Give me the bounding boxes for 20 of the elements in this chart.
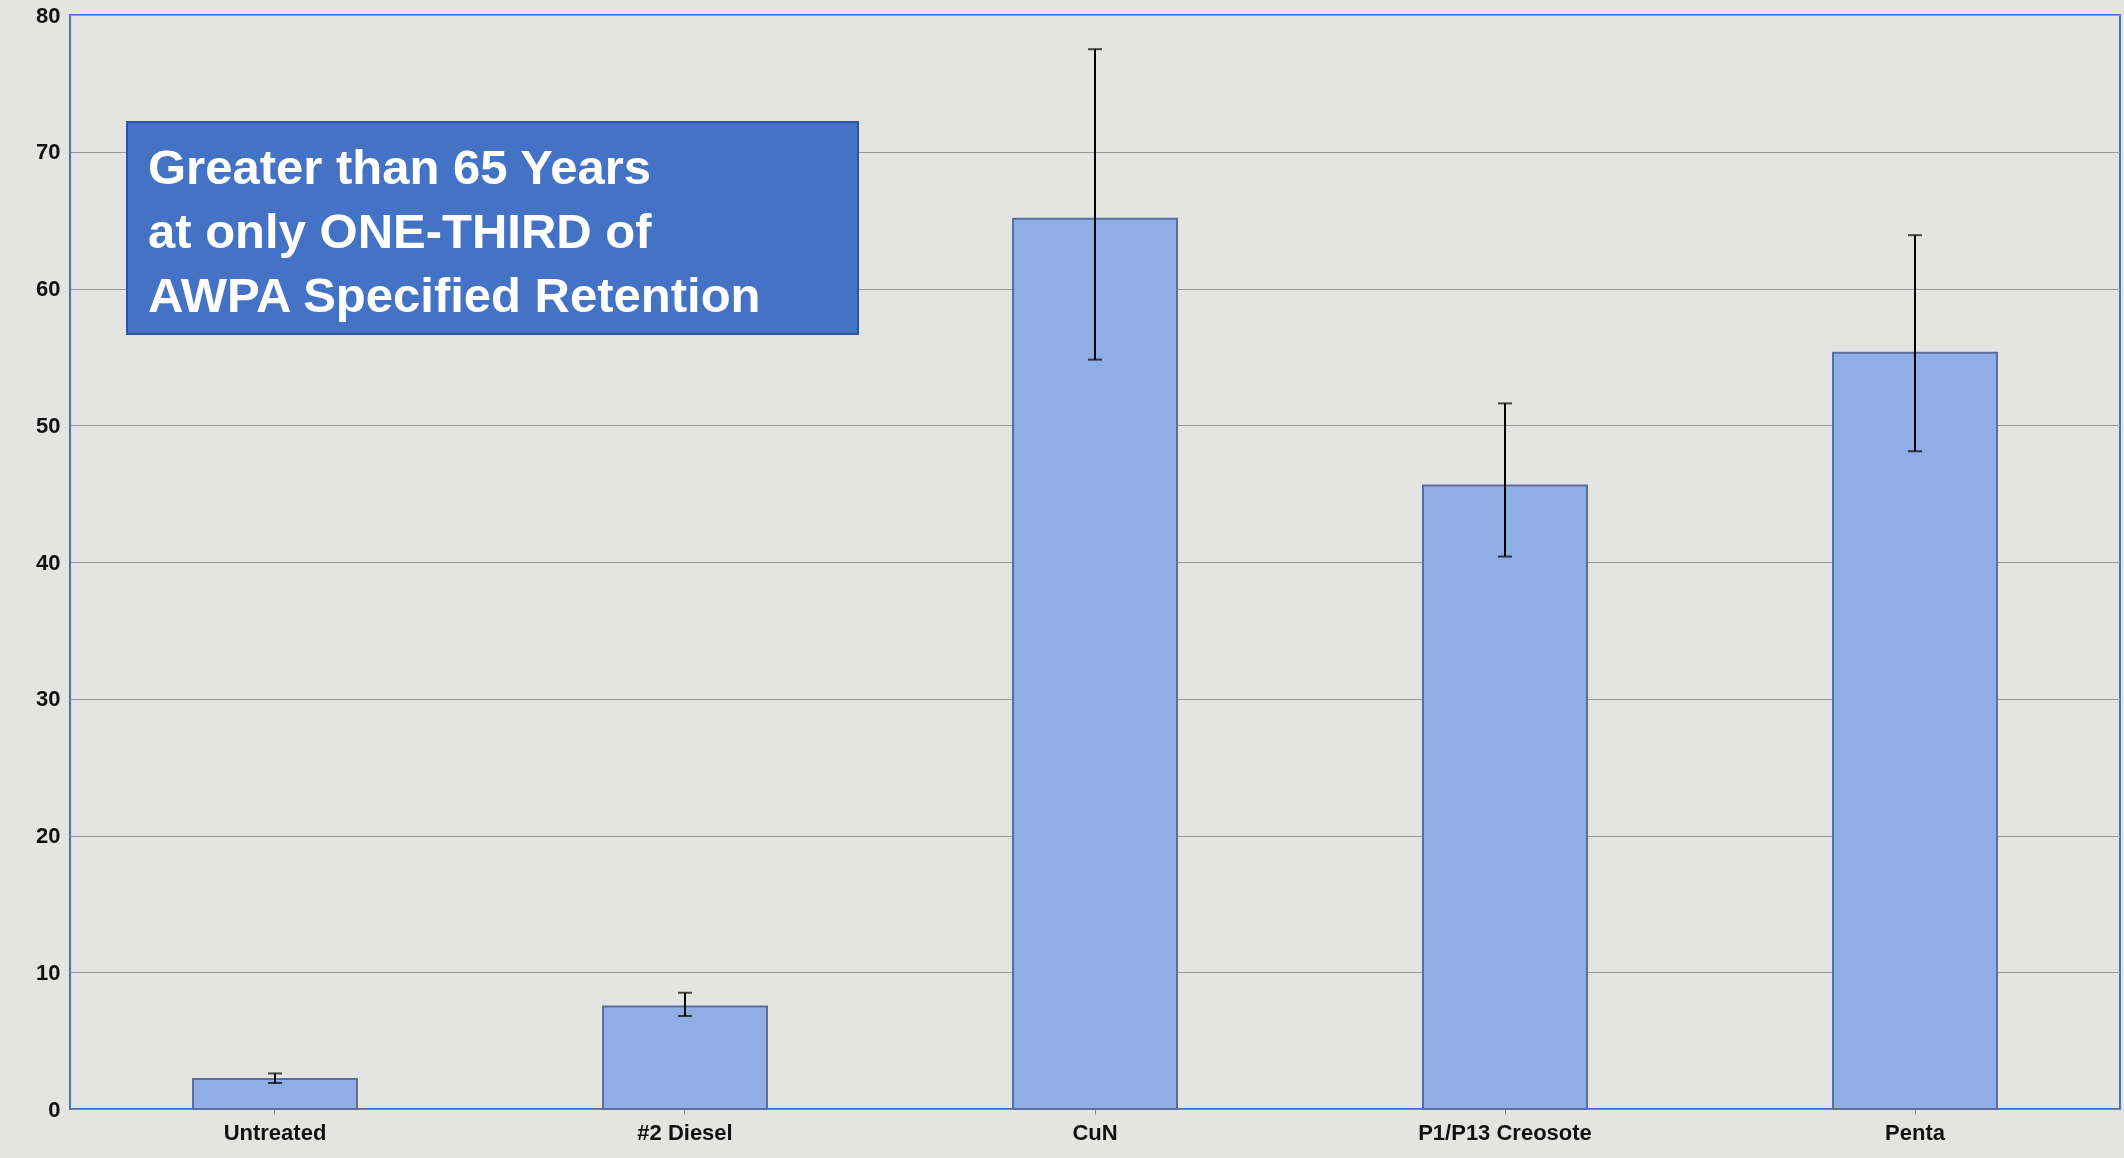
y-tick-label: 20 bbox=[36, 823, 61, 848]
y-tick-label: 50 bbox=[36, 412, 61, 438]
x-tick-label: Untreated bbox=[223, 1119, 327, 1145]
y-tick-label: 0 bbox=[48, 1096, 61, 1122]
y-tick-label: 10 bbox=[36, 959, 61, 985]
bar bbox=[1012, 217, 1178, 1110]
annotation: Greater than 65 Years at only ONE-THIRD of AWPA Specified Retention bbox=[126, 121, 859, 335]
y-tick-label: 60 bbox=[36, 276, 61, 301]
bar bbox=[192, 1077, 358, 1110]
x-tick-label: Penta bbox=[1885, 1119, 1946, 1145]
bar bbox=[602, 1005, 768, 1110]
y-tick-label: 70 bbox=[36, 139, 61, 165]
x-tick-label: P1/P13 Creosote bbox=[1418, 1119, 1592, 1145]
y-tick-label: 30 bbox=[36, 686, 61, 712]
bar bbox=[1832, 351, 1998, 1110]
bar bbox=[1422, 484, 1588, 1110]
x-tick-label: CuN bbox=[1072, 1119, 1118, 1145]
y-tick-label: 80 bbox=[36, 2, 61, 28]
x-tick-label: #2 Diesel bbox=[637, 1119, 733, 1145]
y-tick-label: 40 bbox=[36, 549, 61, 575]
